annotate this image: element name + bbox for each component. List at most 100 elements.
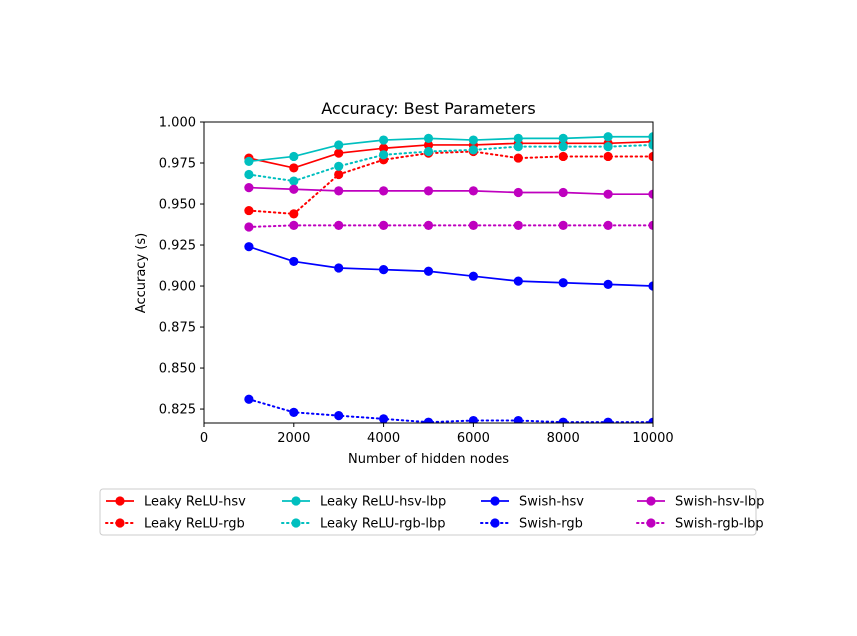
x-tick-label: 6000: [457, 431, 490, 446]
data-point: [289, 407, 299, 417]
data-point: [648, 220, 653, 230]
data-point: [513, 276, 523, 286]
legend-item-6: Swish-hsv-lbp: [637, 495, 764, 510]
legend-marker: [646, 518, 656, 528]
data-point: [334, 148, 344, 158]
data-point: [289, 209, 299, 219]
data-point: [244, 242, 254, 252]
data-point: [468, 186, 478, 196]
y-tick-label: 1.000: [159, 116, 196, 131]
data-point: [379, 135, 389, 145]
series-group: [244, 132, 653, 423]
y-tick-label: 0.950: [159, 198, 196, 213]
series-4: [244, 242, 653, 291]
x-tick-label: 10000: [632, 431, 673, 446]
data-point: [558, 220, 568, 230]
data-point: [244, 394, 254, 404]
data-point: [648, 417, 653, 423]
plot-area: [203, 121, 654, 424]
legend-marker: [115, 518, 125, 528]
data-point: [468, 220, 478, 230]
data-point: [558, 278, 568, 288]
data-point: [423, 133, 434, 144]
data-point: [423, 140, 434, 150]
data-point: [558, 151, 568, 162]
data-point: [558, 133, 568, 144]
data-point: [244, 222, 254, 232]
data-point: [558, 187, 568, 198]
legend-label: Swish-hsv-lbp: [675, 495, 764, 510]
y-tick-label: 0.875: [159, 321, 196, 336]
data-point: [423, 186, 434, 196]
x-axis-label: Number of hidden nodes: [348, 452, 509, 467]
data-point: [648, 151, 653, 162]
data-point: [513, 153, 523, 163]
data-point: [513, 133, 523, 144]
y-tick-label: 0.975: [159, 157, 196, 172]
legend-box: [99, 488, 757, 536]
data-point: [648, 189, 653, 199]
data-point: [289, 184, 299, 194]
data-point: [468, 271, 478, 281]
series-line-4: [248, 245, 653, 287]
data-point: [289, 176, 299, 186]
data-point: [379, 186, 389, 196]
legend-item-7: Swish-rgb-lbp: [636, 517, 764, 532]
data-point: [379, 150, 389, 160]
data-point: [289, 163, 299, 173]
data-point: [334, 411, 344, 421]
data-point: [244, 183, 254, 193]
legend-marker: [291, 496, 301, 506]
series-7: [244, 220, 653, 232]
data-point: [603, 417, 613, 423]
legend-item-3: Leaky ReLU-rgb-lbp: [281, 517, 446, 532]
legend-marker: [646, 496, 656, 506]
data-point: [334, 263, 344, 273]
data-point: [603, 142, 613, 152]
data-point: [379, 143, 389, 153]
legend-label: Leaky ReLU-hsv: [144, 495, 246, 510]
data-point: [334, 140, 344, 150]
data-point: [648, 281, 653, 291]
series-line-0: [248, 140, 653, 169]
legend-item-1: Leaky ReLU-rgb: [105, 517, 245, 532]
x-axis: 0 2000 4000 6000 8000 10000: [200, 423, 674, 446]
data-point: [558, 142, 568, 152]
series-3: [244, 140, 653, 186]
data-point: [603, 279, 613, 289]
data-point: [468, 135, 478, 145]
legend-item-4: Swish-hsv: [481, 495, 584, 510]
series-line-6: [248, 186, 653, 196]
y-axis: 0.825 0.850 0.875 0.900 0.925 0.950 0.975 1.000: [159, 116, 204, 418]
y-tick-label: 0.825: [159, 403, 196, 418]
chart-title: Accuracy: Best Parameters: [321, 99, 535, 118]
legend-marker: [291, 518, 301, 528]
series-line-3: [247, 143, 653, 183]
legend-label: Swish-rgb: [519, 517, 583, 532]
data-point: [334, 161, 344, 171]
legend-label: Swish-hsv: [519, 495, 584, 510]
data-point: [603, 220, 613, 230]
y-axis-label: Accuracy (s): [134, 233, 149, 313]
legend-label: Leaky ReLU-hsv-lbp: [320, 495, 446, 510]
data-point: [289, 256, 299, 267]
data-point: [648, 132, 653, 142]
legend-marker: [115, 496, 125, 506]
y-tick-label: 0.925: [159, 239, 196, 254]
data-point: [423, 417, 434, 423]
data-point: [648, 140, 653, 150]
data-point: [603, 151, 613, 162]
legend: Leaky ReLU-hsv Leaky ReLU-rgb Leaky ReLU-h…: [99, 488, 764, 536]
legend-label: Swish-rgb-lbp: [675, 517, 764, 532]
data-point: [334, 169, 344, 180]
x-tick-label: 0: [200, 431, 208, 446]
data-point: [289, 220, 299, 230]
series-line-2: [248, 135, 653, 163]
legend-marker: [490, 518, 500, 528]
legend-item-2: Leaky ReLU-hsv-lbp: [282, 495, 446, 510]
series-line-5: [247, 398, 653, 423]
data-point: [468, 145, 478, 155]
data-point: [334, 186, 344, 196]
